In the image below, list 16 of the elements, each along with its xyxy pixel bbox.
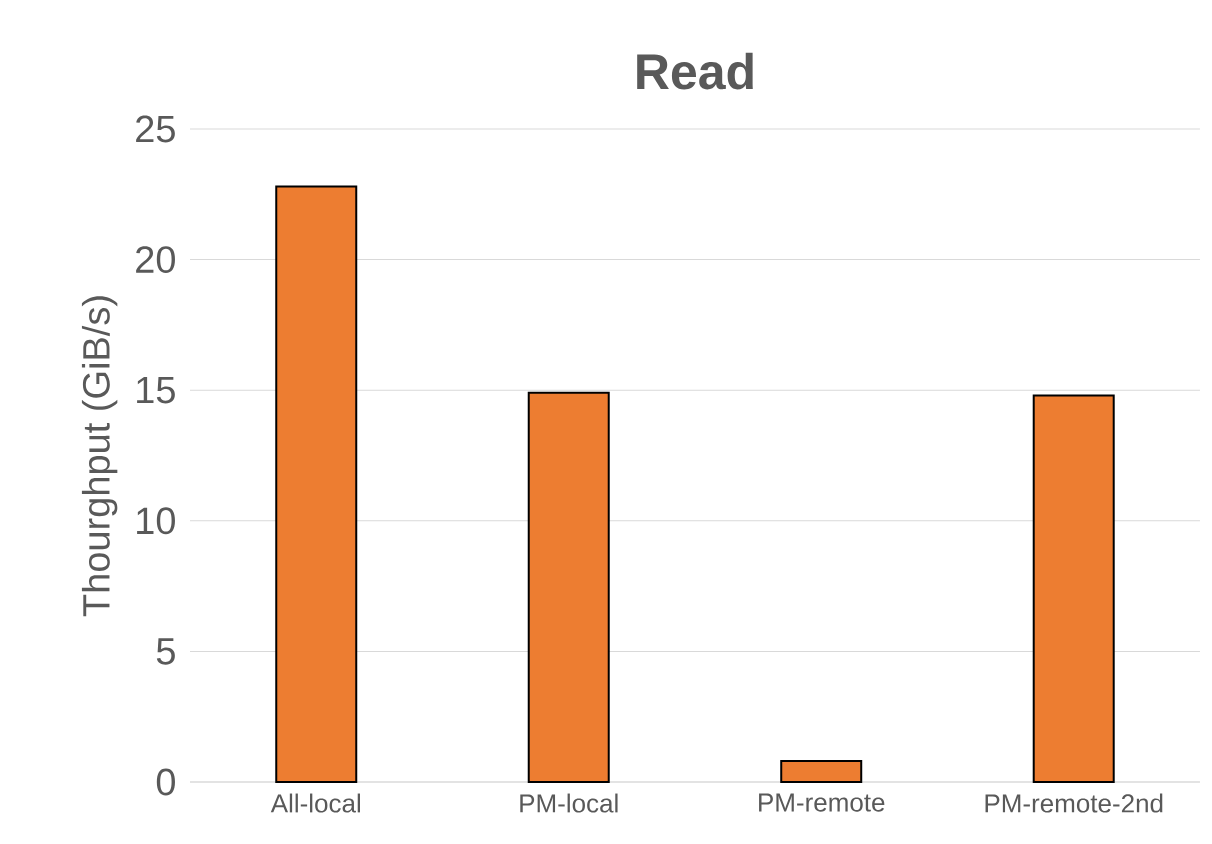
bar [527,391,610,783]
bar [275,185,358,783]
chart-title: Read [637,52,753,90]
x-tick-label: PM-remote [759,793,885,812]
y-tick-label: 5 [156,638,175,665]
y-tick-label: 0 [156,768,175,796]
bar [780,760,863,783]
y-tick-label: 20 [136,246,175,274]
y-tick-label: 25 [136,115,175,143]
y-tick-label: 15 [137,376,175,404]
y-axis-title: Thourghput (GiB/s) [81,296,118,617]
x-tick-label: PM-remote-2nd [985,793,1163,813]
bar [1032,394,1115,783]
y-tick-label: 10 [137,507,175,535]
x-tick-label: All-local [270,793,360,813]
x-tick-label: PM-local [520,793,618,813]
